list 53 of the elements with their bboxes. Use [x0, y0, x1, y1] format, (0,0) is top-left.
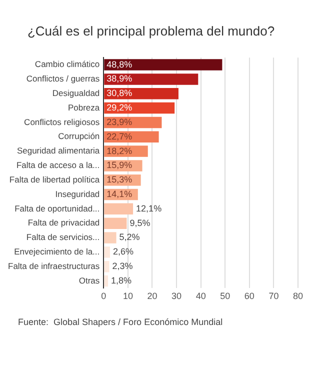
- x-tick-label: 40: [196, 291, 206, 302]
- data-label: 18,2%: [106, 146, 132, 156]
- y-tick-label: Envejecimiento de la...: [14, 246, 100, 257]
- data-label: 48,8%: [106, 59, 132, 70]
- y-tick-label: Conflictos religiosos: [24, 116, 100, 127]
- x-tick-label: 0: [101, 291, 106, 302]
- data-label: 9,5%: [130, 218, 150, 228]
- data-label: 29,2%: [106, 102, 132, 113]
- data-label: 2,6%: [112, 246, 134, 257]
- data-label: 2,3%: [112, 261, 133, 272]
- data-label: 38,9%: [106, 74, 132, 84]
- bar: [104, 59, 222, 70]
- bar: [104, 131, 159, 142]
- data-label: 22,7%: [106, 131, 132, 142]
- x-tick-label: 20: [147, 291, 158, 302]
- data-label: 12,1%: [136, 203, 162, 214]
- bar: [104, 232, 116, 244]
- y-tick-label: Falta de acceso a la...: [16, 160, 100, 170]
- data-label: 14,1%: [106, 189, 132, 200]
- chart-title: ¿Cuál es el principal problema del mundo?: [27, 23, 275, 38]
- data-label: 5,2%: [119, 232, 140, 242]
- y-tick-label: Seguridad alimentaria: [16, 146, 100, 156]
- data-label: 1,8%: [111, 275, 132, 286]
- bar: [104, 74, 198, 85]
- y-tick-label: Conflictos / guerras: [26, 74, 100, 84]
- x-tick-label: 30: [172, 291, 182, 302]
- y-tick-label: Inseguridad: [55, 188, 100, 199]
- y-tick-label: Falta de oportunidad...: [14, 203, 100, 214]
- y-tick-label: Falta de privacidad: [28, 218, 100, 228]
- data-label: 15,3%: [106, 174, 132, 185]
- x-tick-label: 60: [244, 291, 254, 302]
- y-tick-label: Pobreza: [68, 102, 100, 112]
- bar: [104, 88, 178, 100]
- x-tick-label: 70: [268, 291, 279, 302]
- data-label: 23,9%: [106, 116, 132, 127]
- y-tick-label: Desigualdad: [52, 88, 100, 98]
- y-tick-label: Otras: [78, 275, 100, 286]
- data-label: 30,8%: [106, 88, 132, 98]
- source-note: Fuente: Global Shapers / Foro Económico Mundial: [18, 317, 224, 327]
- bar: [104, 260, 110, 272]
- bar: [104, 218, 127, 229]
- x-tick-label: 80: [292, 291, 304, 302]
- bar: [104, 275, 108, 287]
- y-tick-label: Falta de servicios...: [26, 232, 100, 242]
- data-label: 15,9%: [106, 160, 132, 170]
- x-tick-label: 10: [122, 291, 133, 302]
- y-tick-label: Cambio climático: [34, 59, 100, 70]
- y-tick-label: Falta de libertad política: [9, 174, 100, 184]
- y-tick-label: Corrupción: [58, 131, 100, 142]
- y-tick-label: Falta de infraestructuras: [8, 260, 100, 271]
- bar: [104, 203, 134, 215]
- x-tick-label: 50: [220, 291, 230, 302]
- bar: [104, 246, 110, 258]
